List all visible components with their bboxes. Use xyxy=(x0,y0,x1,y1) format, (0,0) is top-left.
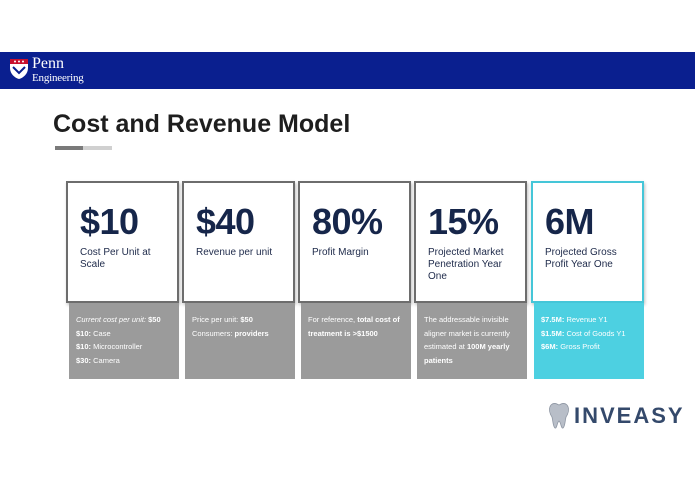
card-top: 80% Profit Margin xyxy=(298,181,411,303)
metric-value: $40 xyxy=(196,201,255,242)
detail-line: $10: Case xyxy=(76,327,172,341)
detail-label: The addressable invisible aligner market… xyxy=(424,315,510,351)
detail-line: For reference, total cost of treatment i… xyxy=(308,313,404,340)
detail-label: For reference, xyxy=(308,315,356,324)
card-details: $7.5M: Revenue Y1 $1.5M: Cost of Goods Y… xyxy=(534,303,644,379)
metric-card-gross-profit: 6M Projected Gross Profit Year One $7.5M… xyxy=(531,181,644,379)
logo-text-engineering: Engineering xyxy=(32,72,84,84)
detail-label: Price per unit: xyxy=(192,315,239,324)
detail-value: $50 xyxy=(148,315,161,324)
detail-value: Cost of Goods Y1 xyxy=(566,328,626,338)
detail-value: Revenue Y1 xyxy=(566,315,608,324)
detail-value: Microcontroller xyxy=(93,342,143,351)
metric-value: 6M xyxy=(545,201,595,242)
card-details: Current cost per unit: $50 $10: Case $10… xyxy=(69,303,179,379)
metric-card-cost-per-unit: $10 Cost Per Unit at Scale Current cost … xyxy=(66,181,179,379)
card-details: For reference, total cost of treatment i… xyxy=(301,303,411,379)
metric-label: Profit Margin xyxy=(312,247,369,258)
card-top: 6M Projected Gross Profit Year One xyxy=(531,181,644,303)
metric-card-market-penetration: 15% Projected Market Penetration Year On… xyxy=(414,181,527,379)
detail-label: $10: xyxy=(76,342,92,351)
detail-line: Current cost per unit: $50 xyxy=(76,313,172,327)
detail-label: Consumers: xyxy=(192,328,233,338)
brand-name: INVEASY xyxy=(574,403,685,428)
detail-label: Current cost per unit: xyxy=(76,315,147,324)
detail-line: $1.5M: Cost of Goods Y1 xyxy=(541,327,637,341)
metric-card-revenue-per-unit: $40 Revenue per unit Price per unit: $50… xyxy=(182,181,295,379)
logo-text-penn: Penn xyxy=(32,55,64,72)
metric-value: 80% xyxy=(312,201,383,242)
title-underline xyxy=(55,146,112,150)
detail-value: Camera xyxy=(93,355,120,365)
detail-line: Consumers: providers xyxy=(192,327,288,341)
penn-shield-icon xyxy=(10,59,28,79)
detail-line: $6M: Gross Profit xyxy=(541,340,637,354)
detail-line: $7.5M: Revenue Y1 xyxy=(541,313,637,327)
metric-value: $10 xyxy=(80,201,139,242)
detail-label: $10: xyxy=(76,328,92,338)
detail-line: The addressable invisible aligner market… xyxy=(424,313,520,367)
card-details: The addressable invisible aligner market… xyxy=(417,303,527,379)
detail-label: $1.5M: xyxy=(541,328,565,338)
detail-label: $7.5M: xyxy=(541,315,565,324)
metric-label: Projected Gross Profit Year One xyxy=(545,247,617,270)
metric-label: Cost Per Unit at Scale xyxy=(80,247,151,270)
metric-label: Projected Market Penetration Year One xyxy=(428,247,504,282)
detail-value: providers xyxy=(234,328,269,338)
inveasy-logo: INVEASY xyxy=(548,402,683,432)
detail-line: Price per unit: $50 xyxy=(192,313,288,327)
detail-line: $10: Microcontroller xyxy=(76,340,172,354)
detail-value: total cost of treatment is >$1500 xyxy=(308,315,400,338)
detail-value: 100M yearly patients xyxy=(424,342,510,365)
page-title: Cost and Revenue Model xyxy=(53,110,351,138)
detail-value: $50 xyxy=(240,315,253,324)
penn-engineering-logo: Penn Engineering xyxy=(9,56,89,84)
detail-label: $30: xyxy=(76,355,92,365)
card-top: $10 Cost Per Unit at Scale xyxy=(66,181,179,303)
metric-label: Revenue per unit xyxy=(196,247,273,258)
metric-value: 15% xyxy=(428,201,499,242)
detail-value: Case xyxy=(93,328,111,338)
card-top: 15% Projected Market Penetration Year On… xyxy=(414,181,527,303)
header-bar xyxy=(0,52,695,89)
tooth-icon xyxy=(549,403,569,429)
card-top: $40 Revenue per unit xyxy=(182,181,295,303)
top-margin xyxy=(0,0,695,52)
detail-line: $30: Camera xyxy=(76,354,172,368)
card-details: Price per unit: $50 Consumers: providers xyxy=(185,303,295,379)
metric-card-profit-margin: 80% Profit Margin For reference, total c… xyxy=(298,181,411,379)
detail-label: $6M: xyxy=(541,342,559,351)
detail-value: Gross Profit xyxy=(560,342,600,351)
